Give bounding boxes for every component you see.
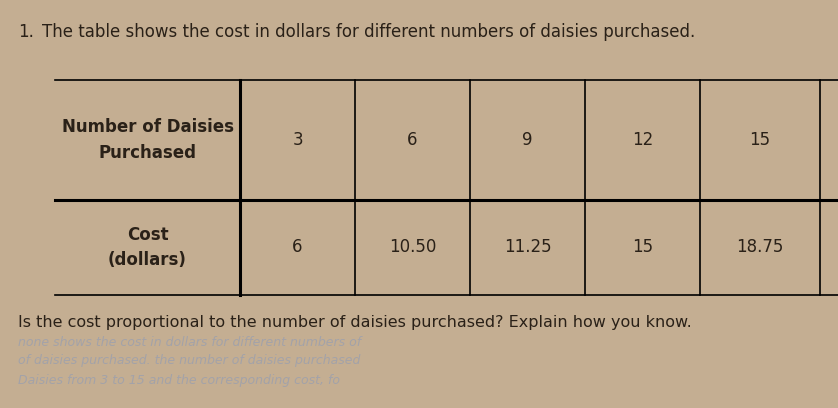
Text: 9: 9 <box>522 131 533 149</box>
Text: The table shows the cost in dollars for different numbers of daisies purchased.: The table shows the cost in dollars for … <box>42 23 696 41</box>
Text: 15: 15 <box>749 131 771 149</box>
Text: Cost
(dollars): Cost (dollars) <box>108 226 187 269</box>
Text: 11.25: 11.25 <box>504 239 551 257</box>
Text: of daisies purchased. the number of daisies purchased: of daisies purchased. the number of dais… <box>18 354 360 367</box>
Text: 10.50: 10.50 <box>389 239 437 257</box>
Text: 15: 15 <box>632 239 653 257</box>
Text: Daisies from 3 to 15 and the corresponding cost, fo: Daisies from 3 to 15 and the correspondi… <box>18 374 340 387</box>
Text: 3: 3 <box>292 131 303 149</box>
Text: 6: 6 <box>292 239 303 257</box>
Text: none shows the cost in dollars for different numbers of: none shows the cost in dollars for diffe… <box>18 336 361 349</box>
Text: 1.: 1. <box>18 23 34 41</box>
Text: Is the cost proportional to the number of daisies purchased? Explain how you kno: Is the cost proportional to the number o… <box>18 315 691 330</box>
Text: 18.75: 18.75 <box>737 239 784 257</box>
Text: 12: 12 <box>632 131 653 149</box>
Text: 6: 6 <box>407 131 418 149</box>
Text: Number of Daisies
Purchased: Number of Daisies Purchased <box>61 118 234 162</box>
